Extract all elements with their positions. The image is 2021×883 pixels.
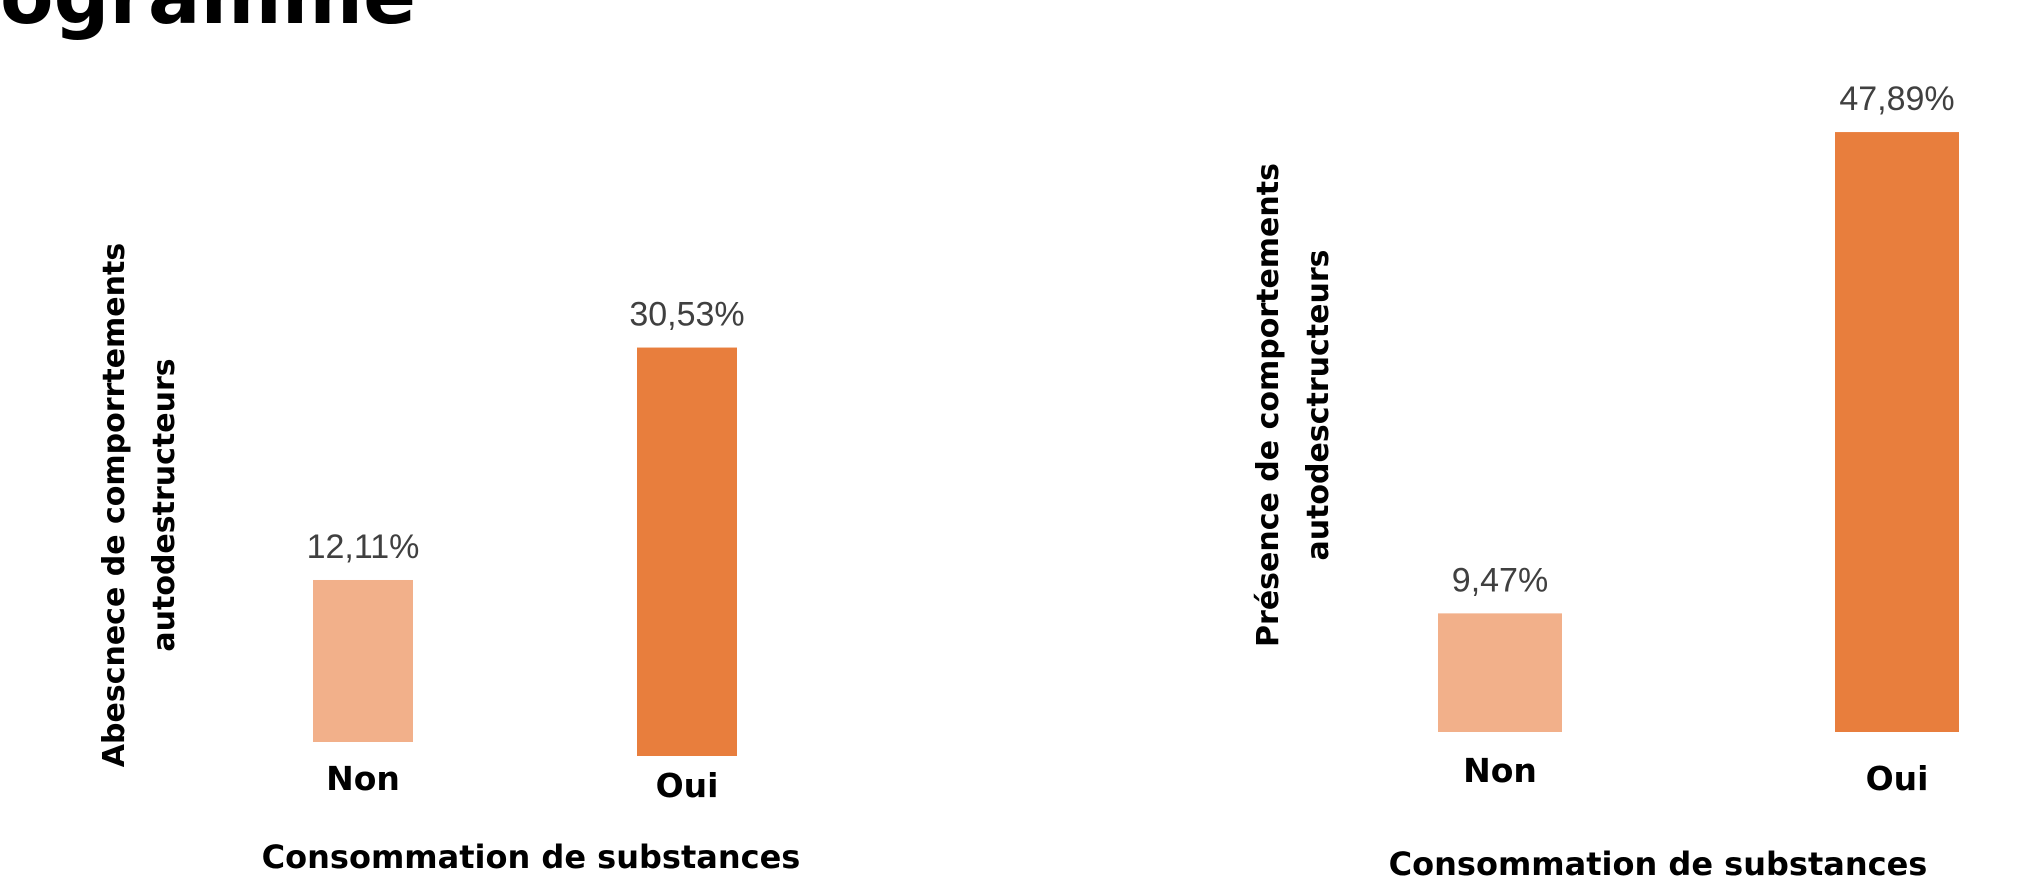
chart1-value-label-non: 12,11% bbox=[307, 528, 420, 566]
chart2-bar-oui bbox=[1835, 132, 1959, 732]
chart1-category-label-oui: Oui bbox=[656, 766, 719, 805]
chart2-category-label-oui: Oui bbox=[1866, 759, 1929, 798]
chart1-xlabel: Consommation de substances bbox=[261, 838, 801, 876]
page-title: ogramme bbox=[0, 0, 416, 52]
chart2-xlabel: Consommation de substances bbox=[1388, 845, 1928, 883]
chart1-bar-oui bbox=[637, 347, 737, 756]
chart1-category-label-non: Non bbox=[326, 759, 400, 798]
chart1-value-label-oui: 30,53% bbox=[629, 296, 744, 334]
chart1-bar-non bbox=[313, 579, 413, 742]
chart2-category-label-non: Non bbox=[1463, 751, 1537, 790]
chart2-value-label-non: 9,47% bbox=[1452, 561, 1548, 599]
chart2-bar-non bbox=[1438, 613, 1562, 732]
chart2-value-label-oui: 47,89% bbox=[1839, 80, 1954, 118]
